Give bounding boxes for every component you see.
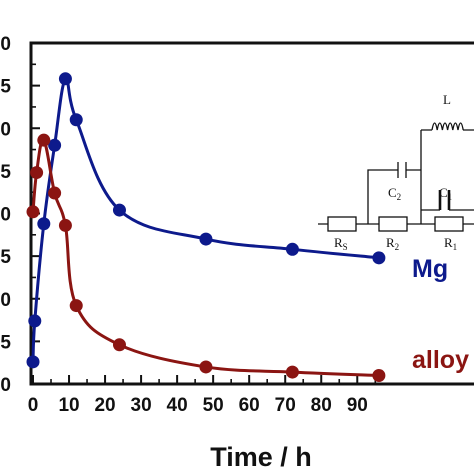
data-point-alloy bbox=[26, 205, 40, 219]
data-point-mg bbox=[37, 217, 51, 231]
label-r2: R2 bbox=[386, 235, 399, 252]
inductor-l bbox=[431, 122, 464, 131]
x-tick-label: 10 bbox=[58, 395, 79, 416]
y-tick-label: 0 bbox=[0, 119, 11, 140]
resistor-rs bbox=[327, 216, 357, 232]
circuit-labels: L C2 C1 RS R2 R1 bbox=[334, 92, 457, 252]
data-point-mg bbox=[58, 72, 72, 86]
y-tick-label: 5 bbox=[0, 77, 11, 98]
data-point-mg bbox=[28, 314, 42, 328]
x-tick-label: 40 bbox=[167, 395, 188, 416]
circuit-wires bbox=[318, 129, 474, 225]
data-point-mg bbox=[372, 251, 386, 265]
y-tick-label: 0 bbox=[0, 375, 11, 396]
label-r1: R1 bbox=[444, 235, 457, 252]
data-point-mg bbox=[26, 355, 40, 369]
x-tick-label: 60 bbox=[239, 395, 260, 416]
y-tick-label: 5 bbox=[0, 332, 11, 353]
y-tick-label: 0 bbox=[0, 205, 11, 226]
data-point-alloy bbox=[285, 365, 299, 379]
resistor-r2 bbox=[378, 216, 408, 232]
y-tick-label: 0 bbox=[0, 34, 11, 55]
x-tick-label: 80 bbox=[311, 395, 332, 416]
series-layer bbox=[26, 72, 386, 382]
data-point-alloy bbox=[37, 133, 51, 147]
data-point-alloy bbox=[372, 368, 386, 382]
y-tick-label: 0 bbox=[0, 290, 11, 311]
y-tick-label: 5 bbox=[0, 162, 11, 183]
resistor-r1 bbox=[434, 216, 464, 232]
x-tick-label: 20 bbox=[94, 395, 115, 416]
x-tick-label: 0 bbox=[28, 395, 39, 416]
data-point-mg bbox=[285, 242, 299, 256]
x-tick-label: 90 bbox=[347, 395, 368, 416]
capacitor-c1 bbox=[438, 190, 451, 210]
series-line-mg bbox=[31, 76, 380, 362]
data-point-alloy bbox=[48, 186, 62, 200]
label-l: L bbox=[443, 92, 451, 107]
series-label-mg: Mg bbox=[412, 255, 448, 283]
data-point-mg bbox=[112, 203, 126, 217]
data-point-mg bbox=[48, 138, 62, 152]
label-c2: C2 bbox=[388, 185, 401, 202]
x-axis-label: Time / h bbox=[210, 442, 312, 472]
data-point-alloy bbox=[112, 338, 126, 352]
data-point-alloy bbox=[30, 166, 44, 180]
series-label-alloy: alloy bbox=[412, 346, 469, 374]
data-point-alloy bbox=[199, 360, 213, 374]
x-tick-label: 50 bbox=[203, 395, 224, 416]
data-point-alloy bbox=[58, 218, 72, 232]
capacitor-c2 bbox=[397, 162, 407, 178]
label-rs: RS bbox=[334, 235, 348, 252]
label-c1: C1 bbox=[439, 185, 452, 202]
x-tick-label: 30 bbox=[131, 395, 152, 416]
y-tick-label: 5 bbox=[0, 247, 11, 268]
x-tick-label: 70 bbox=[275, 395, 296, 416]
data-point-mg bbox=[69, 113, 83, 127]
data-point-alloy bbox=[69, 299, 83, 313]
series-line-alloy bbox=[31, 138, 379, 377]
equivalent-circuit-inset bbox=[318, 122, 474, 232]
data-point-mg bbox=[199, 232, 213, 246]
